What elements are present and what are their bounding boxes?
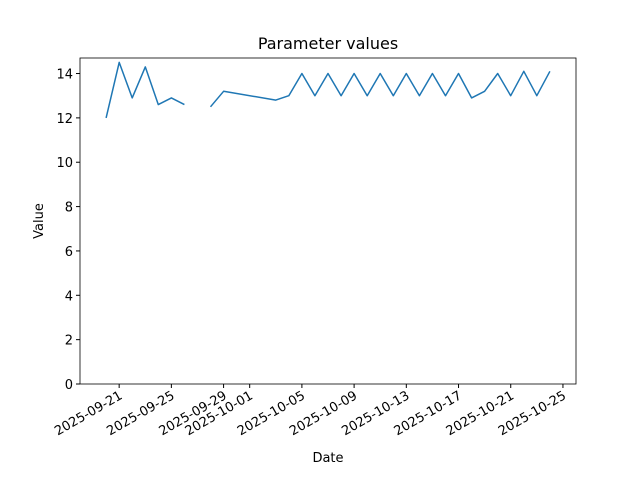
y-tick-label: 8 — [65, 201, 73, 216]
y-tick-label: 12 — [56, 112, 73, 127]
y-tick-label: 4 — [65, 289, 73, 304]
y-axis-label: Value — [32, 203, 47, 239]
chart-title: Parameter values — [258, 34, 398, 53]
plot-frame — [79, 57, 577, 385]
y-tick-label: 6 — [65, 245, 73, 260]
y-tick-label: 14 — [56, 68, 73, 83]
x-axis-label: Date — [312, 451, 343, 466]
y-tick-label: 0 — [65, 378, 73, 393]
data-line — [105, 61, 551, 119]
y-tick-label: 2 — [65, 334, 73, 349]
y-tick-label: 10 — [56, 156, 73, 171]
